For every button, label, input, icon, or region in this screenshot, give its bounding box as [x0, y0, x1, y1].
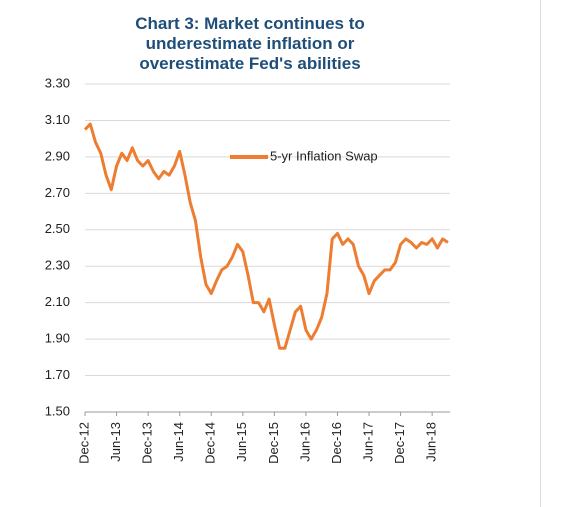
series-line	[83, 122, 449, 350]
x-tick-label: Jun-18	[424, 422, 439, 462]
x-tick-label: Dec-15	[266, 422, 281, 464]
y-tick-label: 2.30	[45, 258, 70, 273]
x-tick-label: Jun-15	[234, 422, 249, 462]
x-tick-label: Jun-13	[108, 422, 123, 462]
y-tick-label: 2.10	[45, 294, 70, 309]
panel-border	[540, 0, 541, 507]
x-tick-label: Dec-16	[329, 422, 344, 464]
x-tick-label: Dec-14	[203, 422, 218, 464]
x-tick-label: Dec-17	[392, 422, 407, 464]
legend-label: 5-yr Inflation Swap	[270, 148, 378, 163]
y-tick-label: 3.30	[45, 75, 70, 90]
y-tick-label: 2.90	[45, 148, 70, 163]
y-tick-label: 1.70	[45, 367, 70, 382]
x-tick-label: Jun-14	[171, 422, 186, 462]
y-tick-label: 1.50	[45, 403, 70, 418]
y-tick-label: 2.70	[45, 185, 70, 200]
x-tick-label: Jun-17	[360, 422, 375, 462]
x-tick-label: Dec-12	[76, 422, 91, 464]
y-tick-label: 2.50	[45, 221, 70, 236]
y-tick-label: 3.10	[45, 112, 70, 127]
x-tick-label: Dec-13	[140, 422, 155, 464]
y-tick-label: 1.90	[45, 331, 70, 346]
x-tick-label: Jun-16	[297, 422, 312, 462]
chart-title: Chart 3: Market continues to underestima…	[135, 14, 365, 73]
